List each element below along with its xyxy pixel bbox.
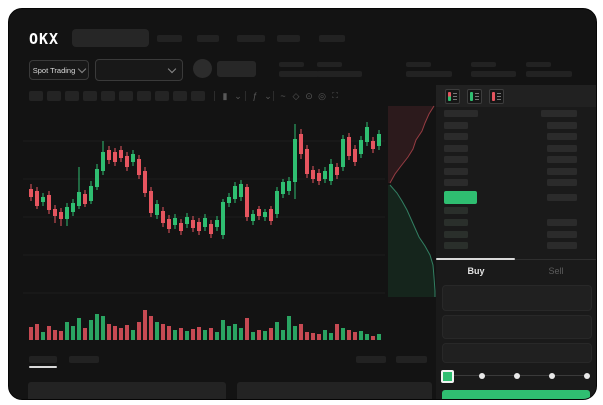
place-buy-order-button[interactable] <box>442 390 590 399</box>
orderbook-row-bar[interactable] <box>444 242 468 249</box>
interval-slot[interactable] <box>47 91 61 101</box>
orders-table-placeholder <box>28 382 226 399</box>
stat-value <box>471 71 516 77</box>
interval-slot[interactable] <box>155 91 169 101</box>
slider-step-dot[interactable] <box>479 373 485 379</box>
chevron-down-icon <box>167 64 177 74</box>
market-type-label: Spot Trading <box>32 65 76 75</box>
search-input[interactable] <box>72 29 149 47</box>
orderbook-row-bar[interactable] <box>444 231 468 238</box>
stat-label <box>279 62 304 67</box>
stat-value <box>526 71 572 77</box>
candle-style-icon[interactable]: ▮ <box>222 91 228 101</box>
line-tool-icon[interactable]: ~ <box>280 91 286 101</box>
stat-label <box>526 62 551 67</box>
tab-divider <box>436 259 596 260</box>
stat-value <box>406 71 452 77</box>
stat-value <box>279 71 319 77</box>
orderbook-row-bar[interactable] <box>444 207 468 214</box>
interval-slot[interactable] <box>65 91 79 101</box>
orderbook-row-bar[interactable] <box>547 145 577 152</box>
interval-slot[interactable] <box>137 91 151 101</box>
stat-value <box>317 71 362 77</box>
stat-label <box>406 62 431 67</box>
nav-item[interactable] <box>157 35 182 42</box>
book-both-icon[interactable] <box>445 89 460 104</box>
orderbook-row-bar[interactable] <box>444 133 468 140</box>
camera-icon[interactable]: ⊙ <box>305 91 313 101</box>
orderbook-row-bar[interactable] <box>547 194 577 201</box>
chevron-down-icon[interactable]: ⌄ <box>264 91 272 101</box>
chevron-down-icon <box>78 64 87 74</box>
book-bids-icon[interactable] <box>467 89 482 104</box>
orderbook-row-bar[interactable] <box>547 133 577 140</box>
pair-selector-dropdown[interactable] <box>95 59 183 81</box>
orderbook-header-strip <box>436 85 596 107</box>
book-asks-icon[interactable] <box>489 89 504 104</box>
orders-action[interactable] <box>356 356 386 363</box>
orderbook-row-bar[interactable] <box>444 156 468 163</box>
bottom-active-tab-indicator <box>29 366 57 368</box>
orderbook-row-bar[interactable] <box>547 122 577 129</box>
stat-label <box>471 62 496 67</box>
slider-handle[interactable] <box>441 370 454 383</box>
orderbook-row-bar[interactable] <box>541 110 577 117</box>
orderbook-row-bar[interactable] <box>444 179 468 186</box>
stat-label <box>317 62 342 67</box>
coin-icon <box>193 59 212 78</box>
slider-step-dot[interactable] <box>514 373 520 379</box>
order-price-field[interactable] <box>442 285 592 311</box>
slider-step-dot[interactable] <box>549 373 555 379</box>
interval-slot[interactable] <box>119 91 133 101</box>
interval-slot[interactable] <box>83 91 97 101</box>
orderbook-row-bar[interactable] <box>547 242 577 249</box>
interval-slot[interactable] <box>173 91 187 101</box>
nav-item[interactable] <box>237 35 265 42</box>
slider-step-dot[interactable] <box>584 373 590 379</box>
draw-icon[interactable]: ◇ <box>292 91 300 101</box>
order-total-field[interactable] <box>442 343 592 363</box>
orders-action[interactable] <box>396 356 427 363</box>
interval-slot[interactable] <box>29 91 43 101</box>
active-tab-indicator <box>436 258 515 260</box>
orderbook-row-bar[interactable] <box>444 168 468 175</box>
nav-item[interactable] <box>197 35 219 42</box>
orders-tab-open[interactable] <box>29 356 57 363</box>
indicator-icon[interactable]: ƒ <box>252 91 258 101</box>
nav-item[interactable] <box>277 35 300 42</box>
orders-tab-history[interactable] <box>69 356 99 363</box>
market-type-dropdown[interactable]: Spot Trading <box>29 60 89 80</box>
orderbook-row-bar[interactable] <box>444 219 468 226</box>
okx-logo: OKX <box>29 30 60 48</box>
tab-buy[interactable]: Buy <box>467 266 485 276</box>
orderbook-row-bar[interactable] <box>444 122 468 129</box>
tab-sell[interactable]: Sell <box>548 266 564 276</box>
orderbook-row-bar[interactable] <box>444 110 478 117</box>
orderbook-row-bar[interactable] <box>547 156 577 163</box>
orderbook-row-bar[interactable] <box>444 145 468 152</box>
orderbook-row-bar[interactable] <box>547 179 577 186</box>
orderbook-row-bar[interactable] <box>547 219 577 226</box>
orderbook-row-bar[interactable] <box>547 231 577 238</box>
nav-item[interactable] <box>319 35 345 42</box>
fullscreen-icon[interactable]: ⛶ <box>332 91 338 100</box>
orders-table-placeholder <box>237 382 432 399</box>
okx-app-window: OKX Spot Trading ▮ ⌄ ƒ <box>8 8 597 400</box>
chevron-down-icon[interactable]: ⌄ <box>234 91 242 101</box>
orderbook-last-price[interactable] <box>444 191 477 204</box>
interval-slot[interactable] <box>191 91 205 101</box>
order-amount-field[interactable] <box>442 315 592 339</box>
settings-icon[interactable]: ◎ <box>318 91 326 101</box>
last-price-display <box>217 61 256 77</box>
orderbook-row-bar[interactable] <box>547 168 577 175</box>
interval-slot[interactable] <box>101 91 115 101</box>
